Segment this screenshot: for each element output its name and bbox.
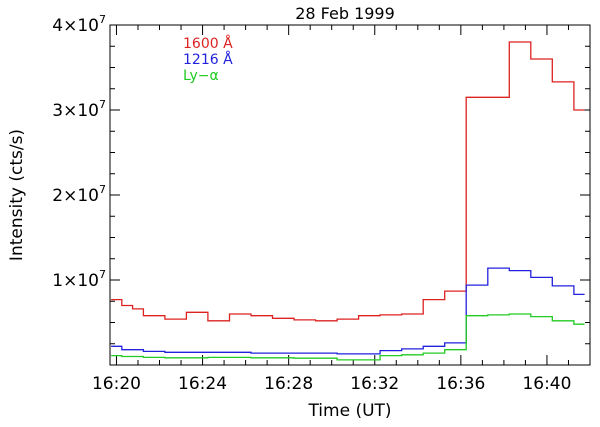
y-tick-mantissa: 1×10 bbox=[52, 271, 99, 291]
legend-label: 1600 Å bbox=[183, 35, 233, 52]
x-tick-label: 16:28 bbox=[264, 374, 313, 394]
y-tick-label: 1×107 bbox=[52, 268, 106, 291]
chart-title: 28 Feb 1999 bbox=[295, 4, 395, 23]
y-tick-label: 2×107 bbox=[52, 183, 106, 206]
y-tick-exponent: 7 bbox=[99, 98, 106, 111]
series-line bbox=[111, 41, 585, 322]
y-tick-mantissa: 4×10 bbox=[52, 16, 99, 36]
legend-label: 1216 Å bbox=[183, 51, 233, 68]
y-tick-label: 4×107 bbox=[52, 13, 106, 36]
x-tick-label: 16:40 bbox=[522, 374, 571, 394]
legend-label: Ly−α bbox=[183, 68, 219, 84]
y-tick-label: 3×107 bbox=[52, 98, 106, 121]
y-tick-mantissa: 2×10 bbox=[52, 186, 99, 206]
x-tick-label: 16:24 bbox=[178, 374, 227, 394]
y-tick-exponent: 7 bbox=[99, 268, 106, 281]
series-layer bbox=[111, 41, 585, 361]
series-line bbox=[111, 267, 585, 355]
x-tick-label: 16:36 bbox=[436, 374, 485, 394]
y-tick-mantissa: 3×10 bbox=[52, 101, 99, 121]
x-tick-label: 16:20 bbox=[92, 374, 141, 394]
x-tick-label: 16:32 bbox=[350, 374, 399, 394]
series-line bbox=[111, 313, 585, 361]
y-axis-title: Intensity (cts/s) bbox=[7, 129, 27, 261]
x-axis-title: Time (UT) bbox=[307, 401, 391, 421]
x-axis: 16:20 16:24 16:28 16:32 16:36 16:40 bbox=[92, 25, 591, 394]
y-tick-exponent: 7 bbox=[99, 183, 106, 196]
y-tick-exponent: 7 bbox=[99, 13, 106, 26]
